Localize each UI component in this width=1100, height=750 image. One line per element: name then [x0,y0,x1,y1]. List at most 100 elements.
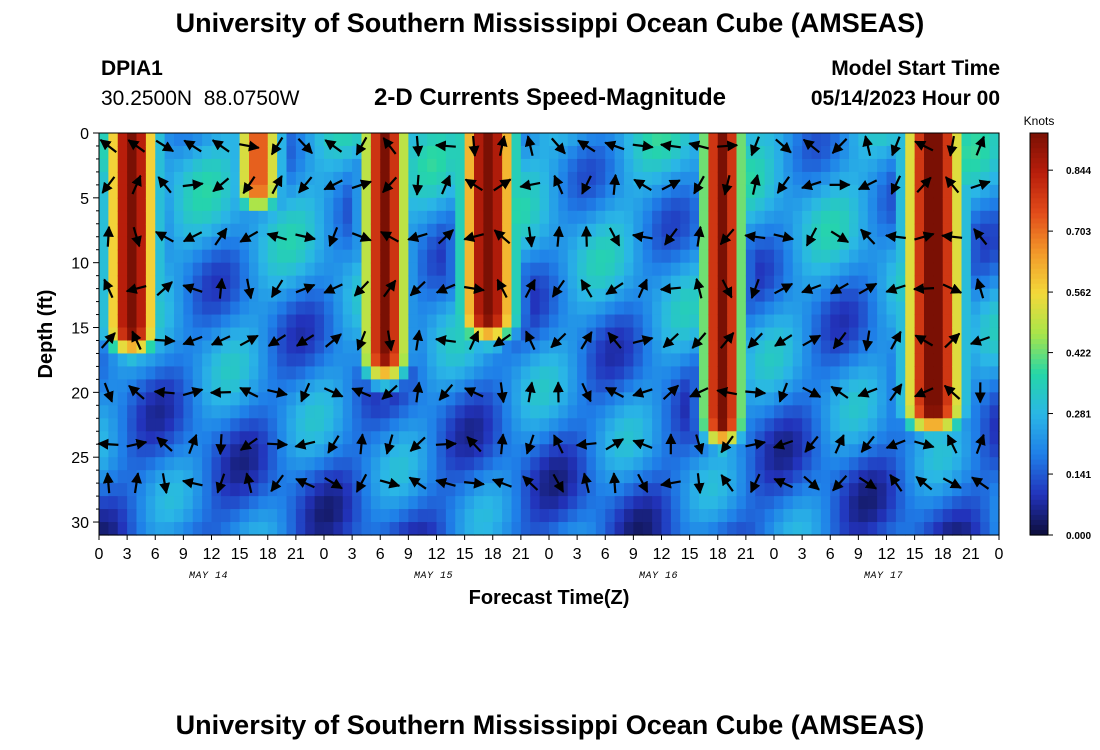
heatmap-cell [530,288,541,303]
heatmap-cell [624,340,634,355]
heatmap-cell [914,509,925,523]
heatmap-cell [605,197,616,212]
heatmap-cell [389,431,400,445]
heatmap-cell [314,470,325,484]
current-vector [267,334,287,347]
heatmap-cell [830,431,841,445]
current-vector [581,472,592,494]
heatmap-cell [192,223,203,238]
heatmap-cell [295,483,306,497]
heatmap-cell [811,522,822,536]
heatmap-cell [661,223,672,238]
heatmap-cell [905,418,916,432]
heatmap-cell [342,522,353,536]
heatmap-cell [427,405,438,419]
heatmap-cell [370,145,381,160]
current-vector [802,334,822,347]
heatmap-cell [342,184,353,199]
heatmap-cell [670,314,681,329]
heatmap-cell [427,470,438,484]
heatmap-cell [914,314,925,329]
current-vector [355,136,368,156]
current-vector [525,330,536,351]
heatmap-cell [989,171,1000,186]
heatmap-cell [633,158,644,173]
heatmap-cell [511,158,522,173]
heatmap-cell [642,197,653,212]
heatmap-cell [117,392,128,406]
heatmap-cell [586,457,597,471]
heatmap-cell [530,431,541,445]
heatmap-cell [370,431,381,445]
heatmap-cell [277,353,288,368]
heatmap-cell [352,509,363,523]
heatmap-cell [164,133,175,147]
heatmap-cell [136,496,147,510]
heatmap-cell [539,392,550,406]
heatmap-cell [549,327,559,342]
heatmap-cell [905,223,916,238]
heatmap-cell [530,509,541,523]
heatmap-cell [792,444,803,458]
heatmap-cell [492,145,503,160]
heatmap-cell [324,431,334,445]
heatmap-cell [483,457,494,471]
heatmap-cell [108,457,119,471]
heatmap-cell [755,431,766,445]
heatmap-cell [867,392,878,406]
heatmap-cell [117,236,128,251]
heatmap-cell [136,145,147,160]
heatmap-cell [633,392,644,406]
heatmap-cell [174,236,184,251]
heatmap-cell [877,236,888,251]
heatmap-cell [305,223,316,238]
current-vector [975,135,986,156]
heatmap-cell [933,171,944,186]
heatmap-cell [736,301,747,316]
heatmap-cell [952,405,963,419]
heatmap-cell [117,145,128,160]
heatmap-cell [314,288,325,303]
heatmap-cell [820,210,831,225]
heatmap-cell [849,145,859,160]
colorbar-segment [1030,484,1048,491]
heatmap-cell [755,301,766,316]
heatmap-cell [108,353,119,368]
heatmap-cell [267,496,278,510]
heatmap-cell [895,470,906,484]
heatmap-cell [220,249,231,264]
heatmap-cell [670,405,681,419]
heatmap-cell [708,366,719,380]
heatmap-cell [324,301,334,316]
heatmap-cell [680,418,691,432]
heatmap-cell [558,379,569,393]
heatmap-cell [249,470,259,484]
heatmap-cell [970,197,981,212]
heatmap-cell [380,275,391,290]
heatmap-cell [183,379,194,393]
heatmap-cell [333,405,344,419]
heatmap-cell [417,223,428,238]
heatmap-cell [249,392,259,406]
heatmap-cell [370,184,381,199]
heatmap-cell [783,133,794,147]
current-vector [270,474,284,493]
heatmap-cell [127,314,138,329]
heatmap-cell [427,288,438,303]
heatmap-cell [305,184,316,199]
heatmap-cell [924,197,934,212]
heatmap-cell [455,262,466,277]
heatmap-cell [689,457,700,471]
heatmap-cell [192,236,203,251]
colorbar-segment [1030,339,1048,345]
heatmap-cell [764,392,775,406]
heatmap-cell [849,522,859,536]
x-tick-label: 21 [287,546,305,563]
heatmap-cell [342,133,353,147]
heatmap-cell [408,275,419,290]
heatmap-cell [295,301,306,316]
heatmap-cell [961,444,972,458]
heatmap-cell [567,301,578,316]
heatmap-cell [652,249,663,264]
heatmap-cell [436,444,447,458]
